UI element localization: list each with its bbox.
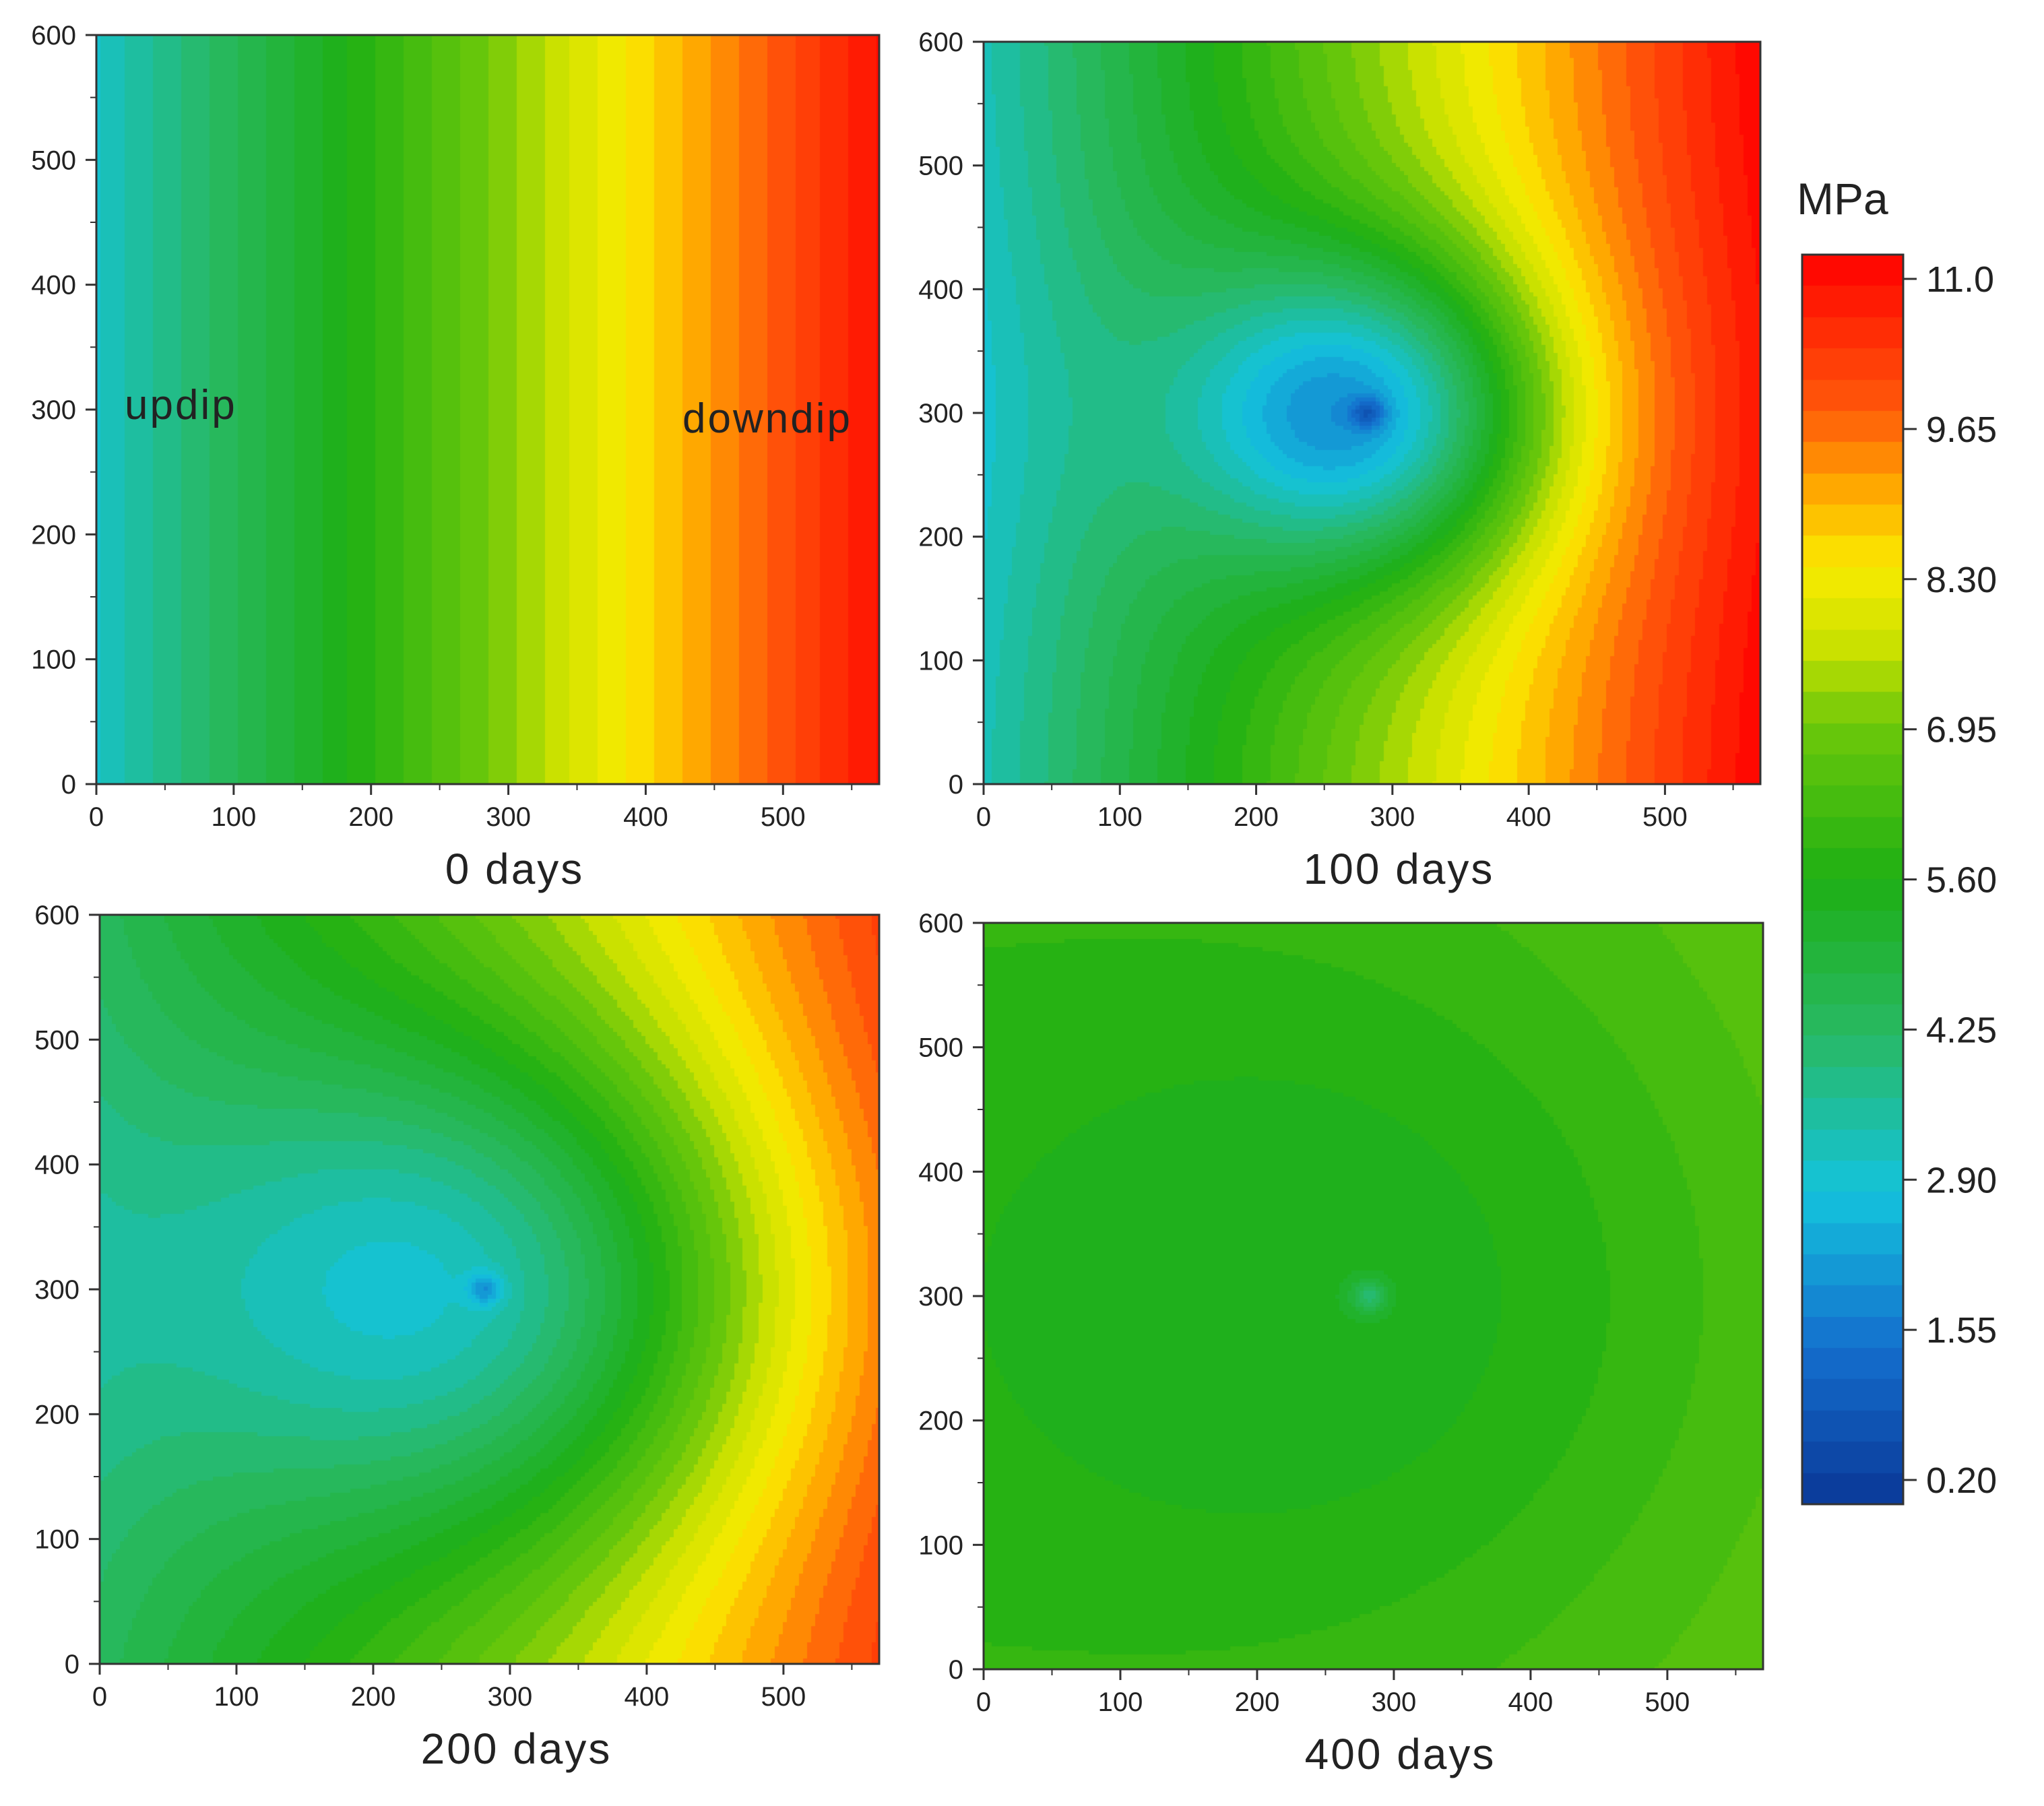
- y-tick-label: 300: [34, 1275, 79, 1305]
- x-tick-label: 100: [1098, 1687, 1143, 1717]
- x-tick-label: 300: [488, 1682, 533, 1712]
- y-tick-label: 0: [65, 1650, 79, 1679]
- colorbar-tick-label: 1.55: [1926, 1310, 1997, 1351]
- y-tick-label: 200: [918, 523, 963, 552]
- y-tick-label: 100: [34, 1525, 79, 1555]
- y-tick-label: 400: [918, 275, 963, 304]
- x-tick-label: 400: [1508, 1687, 1554, 1717]
- x-tick-label: 0: [92, 1682, 107, 1712]
- colorbar-gradient: [1802, 255, 1903, 1504]
- y-tick-label: 500: [918, 152, 963, 181]
- panels: 0 100 200 300 400 500 0 100 200 300 400 500 600 0 day…: [31, 21, 1764, 1778]
- x-tick-label: 0: [976, 802, 991, 832]
- x-tick-label: 400: [1506, 802, 1552, 832]
- panel-3: 0 100 200 300 400 500 0 100 200 300 400 500 600 400 d…: [918, 909, 1764, 1778]
- panel-title: 400 days: [1305, 1730, 1496, 1778]
- panel-0: 0 100 200 300 400 500 0 100 200 300 400 500 600 0 day…: [31, 21, 881, 893]
- heatmap-field: [100, 915, 879, 1664]
- y-tick-label: 300: [31, 395, 76, 425]
- y-tick-label: 300: [918, 1282, 963, 1312]
- x-tick-label: 300: [1370, 802, 1415, 832]
- panel-2: 0 100 200 300 400 500 0 100 200 300 400 500 600 200 d…: [34, 901, 881, 1773]
- y-tick-label: 600: [918, 28, 963, 57]
- x-tick-label: 0: [89, 802, 104, 832]
- x-tick-label: 100: [214, 1682, 259, 1712]
- colorbar: MPa 0.20 1.55 2.90 4.25 5.60 6.95 8.30 9.65 11.0: [1797, 174, 1997, 1506]
- y-tick-label: 400: [31, 271, 76, 300]
- y-tick-label: 500: [31, 146, 76, 175]
- colorbar-tick-label: 6.95: [1926, 710, 1997, 750]
- y-tick-label: 100: [31, 645, 76, 675]
- y-tick-label: 500: [34, 1025, 79, 1055]
- colorbar-tick-label: 0.20: [1926, 1460, 1997, 1501]
- colorbar-tick-label: 11.0: [1926, 259, 1994, 300]
- y-tick-label: 400: [918, 1157, 963, 1187]
- x-tick-label: 200: [1235, 1687, 1280, 1717]
- y-tick-label: 300: [918, 399, 963, 428]
- y-tick-label: 200: [31, 520, 76, 550]
- colorbar-tick-label: 4.25: [1926, 1010, 1997, 1050]
- x-tick-label: 300: [1372, 1687, 1417, 1717]
- y-tick-label: 600: [31, 21, 76, 51]
- colorbar-tick-label: 2.90: [1926, 1160, 1997, 1200]
- y-tick-label: 600: [918, 909, 963, 938]
- heatmap-field: [984, 42, 1760, 784]
- y-tick-label: 600: [34, 901, 79, 930]
- x-tick-label: 500: [761, 802, 806, 832]
- x-tick-label: 200: [351, 1682, 396, 1712]
- y-tick-label: 0: [949, 1655, 963, 1685]
- x-tick-label: 200: [348, 802, 393, 832]
- y-tick-label: 0: [949, 770, 963, 800]
- y-tick-label: 400: [34, 1151, 79, 1180]
- y-tick-label: 100: [918, 646, 963, 676]
- panel-title: 200 days: [421, 1724, 612, 1773]
- panel-1: 0 100 200 300 400 500 0 100 200 300 400 500 600 100 d…: [918, 28, 1762, 893]
- colorbar-tick-label: 8.30: [1926, 560, 1997, 600]
- annotation-updip: updip: [125, 382, 237, 428]
- x-tick-label: 0: [976, 1687, 991, 1717]
- y-tick-label: 0: [61, 770, 76, 800]
- x-tick-label: 500: [1645, 1687, 1690, 1717]
- x-tick-label: 200: [1234, 802, 1279, 832]
- x-tick-label: 400: [623, 802, 668, 832]
- x-tick-label: 300: [486, 802, 531, 832]
- heatmap-field: [96, 35, 879, 784]
- y-tick-label: 200: [34, 1400, 79, 1429]
- colorbar-tick-label: 9.65: [1926, 410, 1997, 450]
- x-tick-label: 100: [211, 802, 256, 832]
- x-tick-label: 500: [1642, 802, 1688, 832]
- y-tick-label: 500: [918, 1033, 963, 1063]
- colorbar-unit-label: MPa: [1797, 174, 1888, 224]
- x-tick-label: 100: [1097, 802, 1143, 832]
- panel-title: 100 days: [1304, 845, 1495, 893]
- heatmap-field: [984, 923, 1763, 1669]
- y-tick-label: 200: [918, 1407, 963, 1436]
- x-tick-label: 500: [761, 1682, 806, 1712]
- colorbar-tick-label: 5.60: [1926, 860, 1997, 901]
- panel-title: 0 days: [445, 845, 585, 893]
- y-tick-label: 100: [918, 1530, 963, 1560]
- x-tick-label: 400: [625, 1682, 670, 1712]
- annotation-downdip: downdip: [682, 395, 852, 442]
